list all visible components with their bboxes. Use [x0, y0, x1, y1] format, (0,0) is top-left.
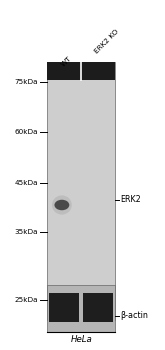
Text: HeLa: HeLa: [70, 336, 92, 344]
FancyBboxPatch shape: [47, 62, 116, 320]
Text: ERK2 KO: ERK2 KO: [94, 29, 120, 55]
Ellipse shape: [52, 195, 72, 215]
Text: 45kDa: 45kDa: [15, 180, 38, 186]
Text: 25kDa: 25kDa: [15, 297, 38, 303]
Text: 60kDa: 60kDa: [15, 129, 38, 135]
Text: β-actin: β-actin: [120, 312, 148, 321]
FancyBboxPatch shape: [49, 293, 79, 322]
Text: 75kDa: 75kDa: [15, 79, 38, 85]
Ellipse shape: [54, 200, 69, 210]
FancyBboxPatch shape: [47, 62, 116, 80]
FancyBboxPatch shape: [47, 285, 116, 332]
Text: 35kDa: 35kDa: [15, 229, 38, 235]
Text: ERK2: ERK2: [120, 196, 141, 204]
Text: WT: WT: [60, 56, 72, 68]
FancyBboxPatch shape: [83, 293, 113, 322]
